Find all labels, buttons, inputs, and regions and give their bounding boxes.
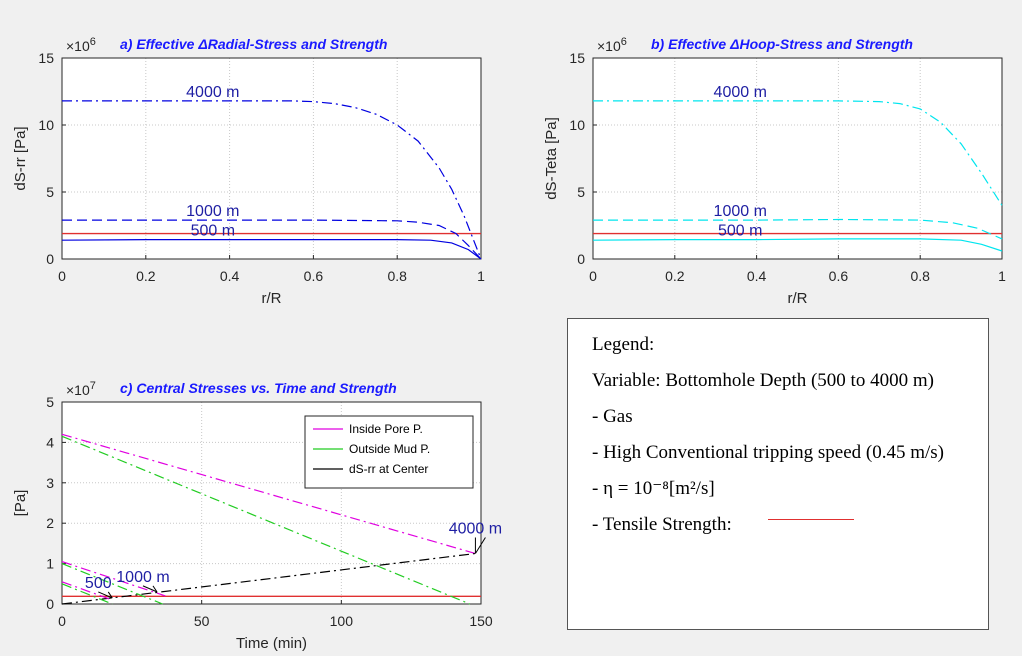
legend-variable: Variable: Bottomhole Depth (500 to 4000 … (592, 370, 934, 391)
annotation-arrow (474, 537, 486, 554)
strength-line-sample (767, 519, 854, 521)
plot-title: b) Effective ΔHoop-Stress and Strength (651, 36, 913, 52)
y-exponent-power: 6 (90, 36, 96, 48)
y-tick-label: 4 (46, 434, 54, 450)
series-line (61, 581, 113, 601)
legend-label: Inside Pore P. (349, 422, 423, 436)
series-line (61, 561, 166, 597)
annotation-arrow (142, 585, 158, 593)
axes-box (592, 57, 1003, 260)
series-annotation: 4000 m (714, 84, 767, 101)
series-annotation: 500 m (718, 223, 762, 240)
series-line (593, 100, 1003, 206)
annotation-arrow (152, 585, 158, 593)
y-axis-label: dS-Teta [Pa] (543, 117, 560, 200)
x-tick-label: 0 (589, 268, 597, 284)
series-line (593, 218, 1003, 240)
x-tick-label: 1 (998, 268, 1006, 284)
legend-speed: - High Conventional tripping speed (0.45… (592, 442, 944, 463)
x-tick-label: 0.4 (220, 268, 240, 284)
x-tick-label: 0.8 (387, 268, 407, 284)
x-tick-label: 0 (58, 613, 66, 629)
y-axis-label: dS-rr [Pa] (12, 126, 29, 190)
x-axis-label: r/R (262, 290, 282, 307)
annotation-text: 500 (85, 575, 112, 592)
series-line (61, 239, 482, 260)
x-tick-label: 0.8 (910, 268, 930, 284)
series-line (61, 583, 113, 605)
legend-fluid: - Gas (592, 406, 633, 427)
plot-title: c) Central Stresses vs. Time and Strengt… (120, 380, 397, 396)
y-axis-label: [Pa] (12, 490, 29, 517)
y-tick-label: 10 (569, 117, 585, 133)
y-tick-label: 0 (46, 251, 54, 267)
axes-box (61, 57, 482, 260)
chart-legend-box (304, 415, 474, 489)
y-exponent-label: ×106 (66, 36, 96, 54)
y-tick-label: 15 (569, 50, 585, 66)
y-tick-label: 0 (46, 596, 54, 612)
series-line (61, 433, 476, 555)
series-line (61, 435, 471, 605)
series-line (62, 219, 482, 260)
legend-label: Outside Mud P. (349, 442, 430, 456)
y-tick-label: 5 (46, 184, 54, 200)
series-annotation: 1000 m (714, 203, 767, 220)
plot-area (62, 58, 481, 259)
x-tick-label: 0.4 (747, 268, 767, 284)
x-tick-label: 0.2 (665, 268, 685, 284)
y-exponent-label: ×106 (597, 36, 627, 54)
legend-eta: - η = 10⁻⁸[m²/s] (592, 478, 715, 499)
y-tick-label: 10 (38, 117, 54, 133)
series-annotation: 500 m (191, 223, 235, 240)
plot-title: a) Effective ΔRadial-Stress and Strength (120, 36, 387, 52)
x-tick-label: 0 (58, 268, 66, 284)
x-tick-label: 150 (469, 613, 493, 629)
y-tick-label: 0 (577, 251, 585, 267)
annotation-text: 4000 m (449, 521, 502, 538)
y-exponent-power: 6 (621, 36, 627, 48)
y-tick-label: 15 (38, 50, 54, 66)
y-tick-label: 3 (46, 475, 54, 491)
x-tick-label: 0.2 (136, 268, 156, 284)
y-exponent-label: ×107 (66, 380, 96, 398)
y-exponent-power: 7 (90, 380, 96, 392)
y-tick-label: 5 (577, 184, 585, 200)
x-tick-label: 100 (330, 613, 354, 629)
series-line (592, 238, 1003, 252)
annotation-arrow (98, 591, 113, 599)
legend-strength: - Tensile Strength: (592, 514, 732, 535)
x-tick-label: 0.6 (304, 268, 324, 284)
y-tick-label: 5 (46, 394, 54, 410)
x-tick-label: 0.6 (829, 268, 849, 284)
legend-label: dS-rr at Center (349, 462, 428, 476)
legend-panel: Legend: Variable: Bottomhole Depth (500 … (567, 318, 989, 630)
annotation-text: 1000 m (116, 569, 169, 586)
annotation-arrow (107, 591, 113, 599)
x-tick-label: 50 (194, 613, 210, 629)
plot-area (593, 58, 1002, 259)
series-annotation: 1000 m (186, 203, 239, 220)
y-tick-label: 1 (46, 556, 54, 572)
legend-strength-row: - Tensile Strength: (592, 513, 966, 537)
x-axis-label: r/R (788, 290, 808, 307)
series-line (61, 552, 476, 605)
y-tick-label: 2 (46, 515, 54, 531)
legend-heading: Legend: (592, 334, 655, 355)
x-axis-label: Time (min) (236, 635, 307, 652)
plot-c: 0 50 100 150 0 1 2 3 4 5 Time (min) [Pa] ×107 c) Cent… (12, 380, 502, 652)
x-tick-label: 1 (477, 268, 485, 284)
axes-box (61, 401, 482, 605)
series-line (61, 563, 163, 605)
series-line (62, 100, 482, 260)
series-annotation: 4000 m (186, 84, 239, 101)
